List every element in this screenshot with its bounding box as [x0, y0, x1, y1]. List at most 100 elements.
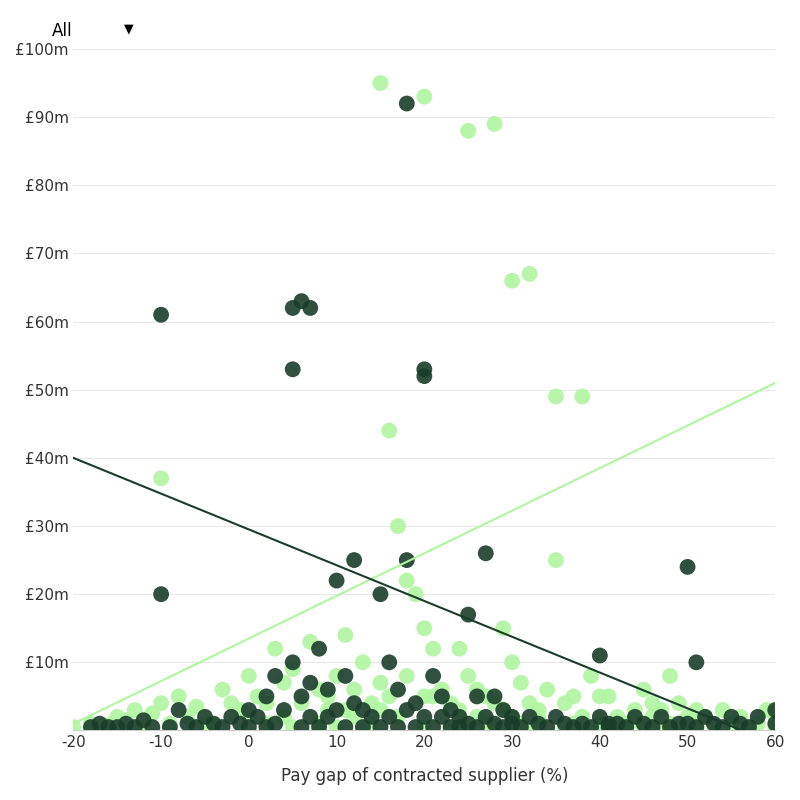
Point: [707, 718, 720, 730]
Point: [435, 683, 448, 696]
Point: [655, 710, 668, 723]
Point: [304, 676, 317, 689]
Point: [286, 721, 299, 734]
Point: [664, 670, 677, 682]
Point: [339, 704, 352, 717]
Point: [322, 683, 334, 696]
Point: [128, 704, 141, 717]
Point: [506, 718, 518, 730]
Point: [269, 718, 282, 730]
Point: [198, 710, 211, 723]
Point: [646, 721, 659, 734]
Point: [426, 721, 439, 734]
Point: [102, 718, 115, 731]
Point: [137, 714, 150, 726]
Point: [523, 267, 536, 280]
Point: [672, 718, 685, 730]
Point: [435, 710, 448, 723]
Point: [462, 670, 474, 682]
Point: [506, 710, 518, 723]
Point: [313, 683, 326, 696]
Point: [234, 718, 246, 730]
Point: [444, 697, 457, 710]
Point: [400, 670, 413, 682]
Point: [567, 721, 580, 734]
Point: [120, 714, 133, 726]
Point: [330, 704, 343, 717]
Point: [576, 390, 589, 403]
Text: ▼: ▼: [124, 22, 134, 35]
Point: [366, 718, 378, 730]
Point: [769, 718, 782, 730]
Point: [295, 721, 308, 734]
Point: [339, 629, 352, 642]
Point: [260, 718, 273, 730]
Point: [698, 710, 711, 723]
Point: [383, 424, 396, 437]
Point: [85, 718, 98, 730]
Point: [242, 721, 255, 734]
Point: [550, 390, 562, 403]
Point: [479, 710, 492, 723]
Point: [418, 690, 430, 702]
Point: [418, 721, 430, 734]
Point: [418, 710, 430, 723]
Point: [444, 721, 457, 734]
Point: [181, 710, 194, 723]
Point: [198, 718, 211, 730]
Point: [260, 697, 273, 710]
Point: [585, 721, 598, 734]
Point: [576, 718, 589, 730]
Point: [330, 574, 343, 587]
Point: [154, 472, 167, 485]
Point: [418, 370, 430, 382]
Point: [523, 710, 536, 723]
Point: [67, 721, 80, 734]
Point: [488, 690, 501, 702]
Point: [506, 274, 518, 287]
Point: [558, 718, 571, 730]
Point: [479, 547, 492, 560]
Point: [716, 704, 729, 717]
Point: [426, 670, 439, 682]
Point: [638, 718, 650, 730]
Point: [470, 721, 483, 734]
Point: [400, 704, 413, 717]
Point: [426, 642, 439, 655]
Point: [488, 718, 501, 730]
Point: [629, 710, 642, 723]
Point: [725, 710, 738, 723]
Point: [251, 710, 264, 723]
Point: [409, 588, 422, 601]
Point: [488, 118, 501, 130]
Point: [400, 574, 413, 587]
Point: [462, 124, 474, 137]
Point: [111, 721, 124, 734]
Point: [190, 700, 202, 713]
Point: [602, 721, 615, 734]
Point: [260, 721, 273, 734]
Point: [681, 721, 694, 734]
Point: [172, 704, 185, 717]
Point: [506, 710, 518, 723]
Point: [769, 704, 782, 717]
Point: [409, 721, 422, 734]
Point: [366, 710, 378, 723]
Point: [426, 690, 439, 702]
Point: [304, 635, 317, 648]
Point: [742, 721, 755, 734]
Point: [734, 718, 746, 730]
Point: [278, 710, 290, 723]
Point: [339, 721, 352, 734]
Point: [322, 690, 334, 702]
Point: [374, 721, 387, 734]
Point: [435, 690, 448, 702]
Point: [409, 697, 422, 710]
Point: [638, 721, 650, 734]
Point: [479, 690, 492, 702]
Point: [550, 554, 562, 566]
X-axis label: Pay gap of contracted supplier (%): Pay gap of contracted supplier (%): [281, 767, 568, 785]
Point: [374, 588, 387, 601]
Point: [567, 718, 580, 730]
Point: [146, 721, 158, 734]
